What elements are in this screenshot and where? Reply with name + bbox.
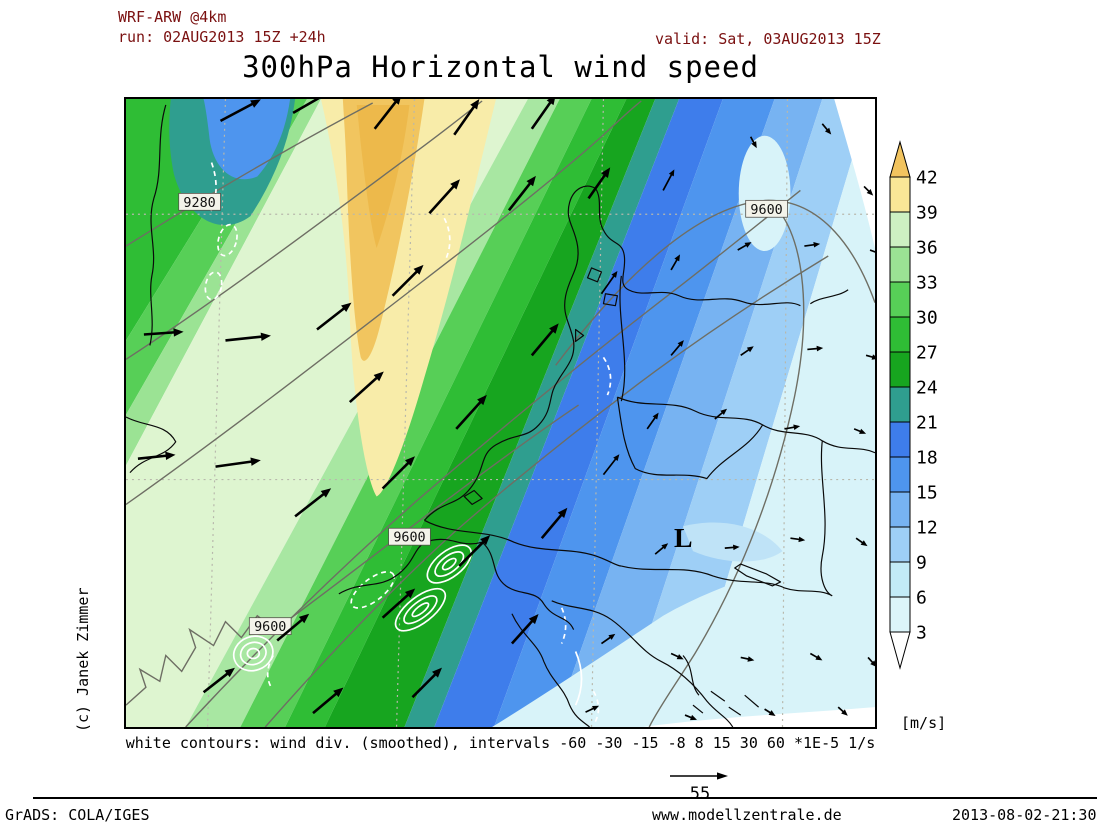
contour-caption: white contours: wind div. (smoothed), in… (125, 734, 876, 752)
colorbar-tick-label: 6 (916, 588, 927, 609)
vector-scale-arrow-icon (670, 772, 728, 780)
wind-arrow-icon (202, 667, 235, 694)
wind-arrow-icon (316, 302, 352, 331)
map-canvas: 9280 9600 9600 9600 L (126, 99, 875, 727)
wind-arrow-icon (670, 652, 684, 660)
wind-arrow-icon (276, 613, 310, 642)
wind-arrow-icon (764, 708, 776, 716)
wind-arrow-icon (530, 99, 556, 130)
colorbar-tick-label: 9 (916, 553, 927, 574)
height-contour-label: 9600 (254, 620, 286, 635)
wind-arrow-icon (740, 346, 754, 357)
wind-arrow-icon (790, 536, 806, 543)
wind-arrow-icon (804, 241, 821, 248)
colorbar-unit: [m/s] (901, 714, 947, 732)
colorbar-tick-label: 12 (916, 518, 938, 539)
wind-arrow-icon (865, 354, 875, 360)
height-contour-label: 9280 (183, 196, 215, 211)
footer-timestamp: 2013-08-02-21:30 (952, 806, 1097, 824)
colorbar-tick-label: 27 (916, 343, 938, 364)
wind-arrow-icon (391, 264, 424, 297)
wind-arrow-icon (587, 167, 611, 200)
colorbar-tick-label: 39 (916, 203, 938, 224)
colorbar-tick-label: 30 (916, 308, 938, 329)
run-label: run: 02AUG2013 15Z +24h (118, 28, 326, 46)
height-contour-label: 9600 (393, 531, 425, 546)
copyright-credit: (c) Janek Zimmer (74, 587, 92, 733)
wind-arrow-icon (312, 687, 344, 715)
wind-arrow-icon (215, 457, 261, 468)
wind-arrow-icon (821, 123, 832, 135)
wind-arrow-icon (381, 588, 416, 619)
wind-arrow-icon (507, 175, 536, 212)
height-contour-label: 9600 (750, 203, 782, 218)
wind-arrow-icon (853, 428, 867, 434)
footer-divider (33, 797, 1097, 799)
colorbar-tick-label: 24 (916, 378, 938, 399)
wind-arrow-icon (510, 613, 539, 645)
wind-arrow-icon (714, 408, 728, 420)
wind-arrow-icon (600, 633, 616, 645)
wind-arrow-icon (809, 652, 823, 661)
wind-arrow-icon (143, 328, 184, 337)
wind-arrow-icon (749, 136, 757, 149)
wind-arrow-icon (740, 656, 755, 662)
wind-arrow-icon (540, 507, 568, 540)
wind-arrow-icon (225, 332, 271, 342)
wind-arrow-icon (585, 705, 600, 713)
wind-arrow-icon (784, 424, 801, 430)
wind-arrow-icon (453, 99, 480, 136)
colorbar-tick-label: 36 (916, 238, 938, 259)
wind-arrow-icon (869, 249, 875, 254)
wind-arrow-icon (863, 185, 874, 196)
wind-arrow-icon (855, 537, 868, 547)
wind-arrow-icon (381, 456, 415, 490)
low-pressure-marker: L (674, 523, 693, 554)
wind-arrow-icon (684, 714, 698, 721)
wind-arrow-icon (294, 488, 332, 518)
wind-arrow-icon (646, 412, 659, 430)
model-label: WRF-ARW @4km (118, 8, 227, 26)
wind-arrow-icon (724, 544, 740, 551)
colorbar-tick-label: 3 (916, 623, 927, 644)
wind-arrow-icon (670, 340, 684, 356)
colorbar-tick-label: 33 (916, 273, 938, 294)
valid-label: valid: Sat, 03AUG2013 15Z (655, 30, 881, 48)
wind-arrow-icon (600, 270, 618, 295)
colorbar-tick-label: 42 (916, 168, 938, 189)
wind-arrow-icon (837, 706, 848, 716)
colorbar: 42 39 36 33 30 27 24 21 18 15 12 9 6 3 (889, 140, 938, 670)
wind-arrow-icon (219, 99, 261, 123)
wind-arrow-icon (455, 394, 487, 430)
wind-arrow-icon (458, 535, 491, 567)
wind-arrow-icon (662, 169, 675, 191)
footer-website: www.modellzentrale.de (652, 806, 842, 824)
wind-arrow-icon (428, 179, 460, 215)
wind-arrow-icon (602, 454, 620, 476)
wind-arrow-icon (807, 345, 824, 352)
page-title: 300hPa Horizontal wind speed (242, 50, 759, 84)
colorbar-tick-label: 21 (916, 413, 938, 434)
wind-arrow-icon (530, 323, 559, 357)
footer-grads-credit: GrADS: COLA/IGES (5, 806, 150, 824)
wind-arrow-icon (670, 254, 681, 271)
wind-arrow-icon (348, 371, 384, 404)
wind-arrow-icon (867, 656, 875, 668)
colorbar-tick-label: 18 (916, 448, 938, 469)
wind-arrow-icon (737, 242, 752, 251)
wind-speed-map: 9280 9600 9600 9600 L (124, 97, 877, 729)
wind-arrow-icon (654, 543, 669, 555)
wind-arrow-icon (373, 99, 402, 130)
wind-arrow-icon (137, 451, 176, 460)
wind-arrow-icon (292, 99, 329, 115)
colorbar-tick-label: 15 (916, 483, 938, 504)
wind-arrow-icon (411, 667, 443, 699)
vector-scale-value: 55 (689, 784, 711, 804)
